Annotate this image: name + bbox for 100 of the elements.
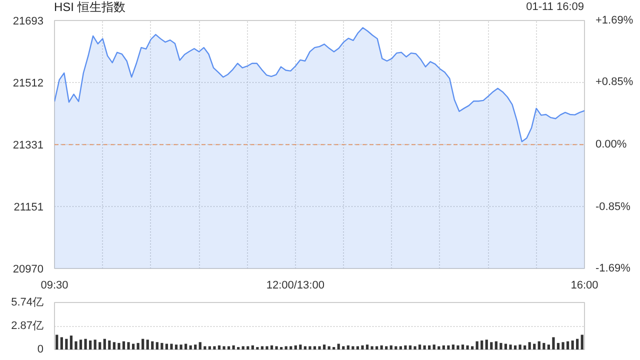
bar [184,344,188,350]
bar [170,344,173,350]
bar [509,344,512,350]
bar [500,342,502,350]
bar [352,346,354,350]
y-tick-label: 21512 [12,78,44,90]
bar [118,342,120,350]
bar [466,345,469,350]
bar [542,342,546,350]
y-tick-label: 21693 [12,16,44,28]
bar [222,346,226,350]
bar [442,345,445,350]
bar [160,342,164,350]
bar [290,346,292,350]
bar [56,334,58,350]
bar [84,338,87,350]
bar [538,341,540,350]
bar [204,346,206,350]
bar [404,345,407,350]
bar [266,346,268,350]
bar [156,342,158,350]
chart-subtitle: 01-11 16:09 [526,0,584,14]
bar [470,346,474,350]
y-tick-label: 21331 [12,140,44,152]
bar [213,346,216,350]
bar [562,342,564,350]
bar [227,346,230,350]
bar [318,346,321,350]
bar [79,340,82,350]
bar [576,338,579,350]
bar [452,344,455,350]
bar [504,344,508,350]
bar [432,344,436,350]
bar [408,345,412,350]
bar [428,345,431,350]
bar [328,346,330,350]
bar [198,342,202,350]
bar [89,340,92,350]
bar [524,345,526,350]
bar [260,346,264,350]
bar [127,342,130,350]
y2-tick-label: -0.85% [596,200,631,213]
y-tick-label: 20970 [12,264,44,276]
bar [571,340,574,350]
x-tick-label: 16:00 [570,280,598,292]
bar [370,346,374,350]
bar [390,345,392,350]
bar [70,336,73,350]
bar [556,342,560,350]
bar [514,345,517,350]
bar [165,344,168,350]
bar [547,344,550,350]
bar [304,346,306,350]
bar [418,344,422,350]
y-tick-label: 5.74亿 [11,296,44,308]
bar [394,346,398,350]
bar [552,337,555,350]
bar [98,342,102,350]
bar [414,346,416,350]
bar [270,345,274,350]
bar [146,340,149,350]
bar [246,346,250,350]
bar [103,338,106,350]
bar [251,345,254,350]
bar [361,345,364,350]
bar [490,342,493,350]
bar [313,346,316,350]
bar [366,344,369,350]
bar [342,346,345,350]
bar [132,344,135,350]
bar [456,345,460,350]
bar [94,340,96,350]
y-tick-label: 0 [37,344,44,356]
bar [385,346,388,350]
bar [461,344,464,350]
bar [232,345,235,350]
bar [151,341,154,350]
bar [438,346,440,350]
bar [533,344,536,350]
bar [60,337,63,350]
bar [299,344,302,350]
bar [337,344,340,350]
bar [528,342,531,350]
bar [476,341,478,350]
y2-tick-label: 0.00% [596,138,627,150]
bar [399,346,402,350]
bar [65,338,68,350]
bar [423,345,426,350]
bar [208,346,211,350]
y2-tick-label: +0.85% [596,76,634,88]
bar [322,344,326,350]
bar [142,338,144,350]
bar [294,345,297,350]
bar [180,344,182,350]
bar [375,346,378,350]
bar [485,340,488,350]
bar [136,342,140,350]
bar [275,346,278,350]
bar [580,334,584,350]
bar [284,346,288,350]
